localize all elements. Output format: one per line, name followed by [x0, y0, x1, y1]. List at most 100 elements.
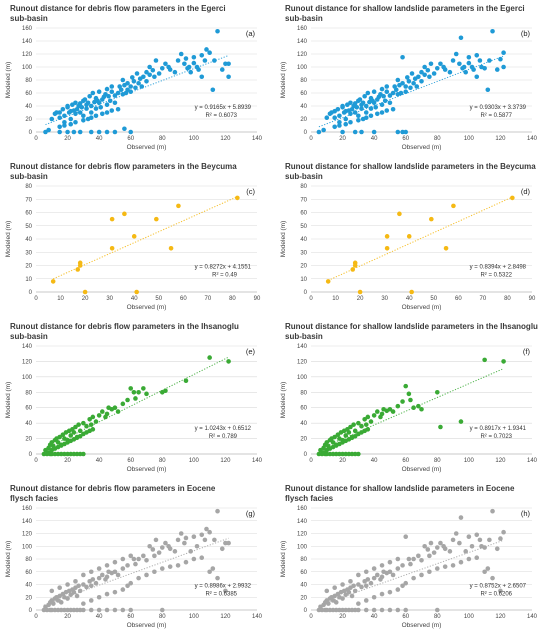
- data-point: [375, 409, 380, 414]
- data-point: [191, 54, 197, 60]
- x-tick-label: 140: [252, 614, 263, 620]
- data-point: [167, 546, 173, 552]
- data-point: [359, 129, 364, 135]
- y-tick-label: 10: [300, 277, 307, 283]
- chart-panel-g: Runout distance for debris flow paramete…: [5, 484, 263, 629]
- data-point: [352, 428, 358, 434]
- data-point: [340, 451, 345, 457]
- data-point: [403, 383, 409, 389]
- data-point: [84, 584, 89, 590]
- data-point: [400, 54, 405, 60]
- y-tick-label: 20: [300, 595, 307, 601]
- data-point: [98, 105, 104, 110]
- y-tick-label: 30: [300, 250, 307, 256]
- y-tick-label: 0: [304, 290, 308, 296]
- y-tick-label: 120: [297, 52, 308, 58]
- y-tick-label: 10: [25, 277, 32, 283]
- data-point: [199, 555, 205, 561]
- x-tick-label: 140: [527, 614, 538, 620]
- y-tick-label: 40: [300, 421, 307, 427]
- data-point: [408, 397, 413, 403]
- data-point: [125, 80, 130, 86]
- data-point: [354, 105, 360, 110]
- data-point: [400, 129, 405, 135]
- data-point: [466, 54, 472, 60]
- data-point: [125, 563, 130, 568]
- data-point: [384, 84, 390, 89]
- y-axis-title: Modeled (m): [280, 541, 287, 577]
- data-point: [182, 61, 187, 67]
- data-point: [147, 64, 152, 70]
- y-tick-label: 40: [300, 583, 307, 589]
- data-point: [359, 423, 364, 429]
- data-point: [73, 100, 78, 106]
- data-point: [343, 451, 349, 457]
- data-point: [156, 550, 162, 555]
- data-point: [403, 89, 409, 94]
- x-tick-label: 120: [220, 458, 231, 464]
- data-point: [120, 401, 126, 407]
- x-tick-label: 0: [34, 458, 38, 464]
- data-point: [335, 106, 341, 112]
- data-point: [442, 546, 448, 552]
- data-point: [408, 561, 413, 567]
- data-point: [183, 535, 189, 541]
- data-point: [81, 113, 86, 119]
- data-point: [199, 74, 205, 80]
- data-point: [474, 74, 480, 80]
- chart-title: Runout distance for shallow landslide pa…: [285, 162, 536, 171]
- x-tick-label: 60: [127, 614, 134, 620]
- data-point: [325, 279, 331, 284]
- data-point: [393, 87, 399, 93]
- data-point: [485, 566, 491, 571]
- trendline: [318, 55, 504, 128]
- trend-equation: y = 0.8752x + 2.6507: [470, 584, 527, 590]
- y-tick-label: 140: [297, 519, 308, 525]
- data-point: [65, 607, 70, 613]
- data-point: [41, 451, 47, 457]
- data-point: [65, 105, 70, 110]
- y-axis-title: Modeled (m): [280, 221, 287, 257]
- data-point: [350, 267, 356, 272]
- data-point: [346, 451, 352, 457]
- chart-title: Runout distance for shallow landslide pa…: [285, 484, 515, 493]
- data-point: [482, 357, 487, 363]
- r-squared-label: R² = 0.5322: [480, 273, 512, 279]
- y-tick-label: 140: [22, 39, 33, 45]
- data-point: [434, 66, 440, 71]
- data-point: [88, 598, 94, 603]
- data-point: [403, 580, 409, 586]
- data-point: [90, 90, 96, 96]
- data-point: [403, 84, 409, 89]
- x-tick-label: 120: [220, 136, 231, 142]
- data-point: [202, 58, 208, 63]
- data-point: [414, 84, 420, 89]
- data-point: [487, 58, 492, 63]
- data-point: [375, 572, 380, 578]
- x-tick-label: 30: [381, 296, 388, 302]
- data-point: [368, 580, 374, 586]
- data-point: [178, 531, 184, 536]
- y-tick-label: 120: [22, 52, 33, 58]
- data-point: [74, 607, 80, 613]
- data-point: [96, 413, 102, 418]
- data-point: [474, 53, 480, 58]
- data-point: [450, 58, 456, 63]
- y-tick-label: 0: [304, 452, 308, 458]
- data-point: [362, 93, 367, 99]
- data-point: [60, 432, 66, 438]
- x-tick-label: 0: [309, 296, 313, 302]
- x-tick-label: 100: [189, 136, 200, 142]
- y-tick-label: 80: [25, 78, 32, 84]
- y-tick-label: 80: [25, 557, 32, 563]
- x-tick-label: 40: [406, 296, 413, 302]
- x-tick-label: 70: [480, 296, 487, 302]
- data-point: [335, 432, 341, 438]
- data-point: [154, 216, 159, 222]
- y-tick-label: 60: [300, 91, 307, 97]
- data-point: [96, 129, 102, 135]
- x-tick-label: 60: [402, 614, 409, 620]
- data-point: [398, 90, 404, 96]
- data-point: [204, 526, 209, 532]
- data-point: [128, 84, 134, 89]
